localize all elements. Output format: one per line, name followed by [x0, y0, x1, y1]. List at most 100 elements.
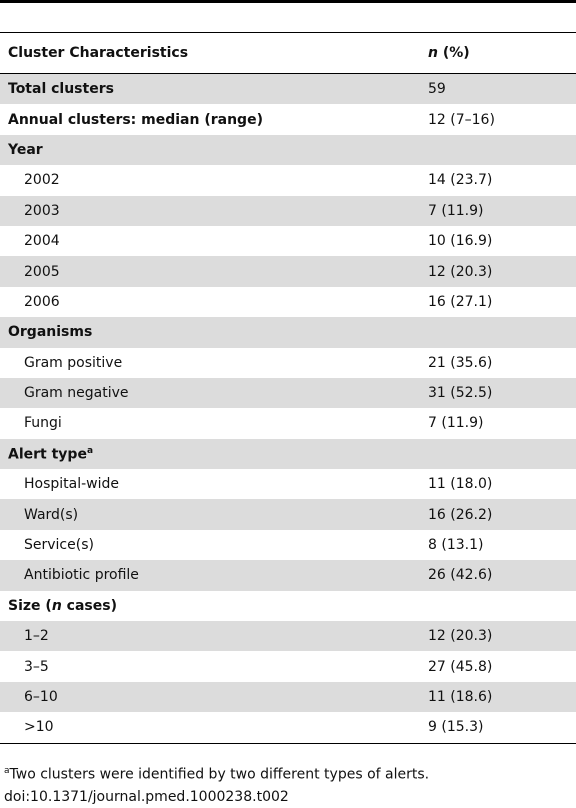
table-row: 2006 16 (27.1) — [0, 287, 576, 317]
row-value: 31 (52.5) — [428, 385, 493, 402]
header-cell: Cluster Characteristics — [8, 45, 188, 61]
row-label: 1–2 — [24, 628, 49, 644]
text-segment: Service(s) — [24, 537, 94, 554]
text-segment: 1–2 — [24, 628, 49, 645]
text-segment: Cluster Characteristics — [8, 45, 189, 61]
text-segment: Alert type — [8, 446, 87, 463]
text-segment: (%) — [437, 45, 470, 61]
top-rule — [0, 0, 576, 3]
row-value: 27 (45.8) — [428, 658, 493, 675]
row-value: 12 (20.3) — [428, 628, 493, 645]
row-label: Organisms — [8, 324, 92, 340]
table-row: 2002 14 (23.7) — [0, 165, 576, 195]
text-segment: Organisms — [8, 324, 93, 341]
notes: aTwo clusters were identified by two dif… — [4, 760, 429, 808]
text-segment: Fungi — [24, 415, 62, 432]
table-row: 1–2 12 (20.3) — [0, 621, 576, 652]
row-label: Service(s) — [24, 537, 94, 553]
row-label: Fungi — [24, 415, 62, 431]
row-label: 3–5 — [24, 659, 49, 675]
row-label: Antibiotic profile — [24, 567, 139, 583]
table: Cluster Characteristics n (%) Total cluste… — [0, 32, 576, 744]
text-segment: n — [428, 45, 438, 61]
text-segment: Year — [8, 141, 43, 158]
row-label: 2006 — [24, 294, 60, 310]
row-value: 59 — [428, 81, 446, 98]
table-row: Hospital-wide 11 (18.0) — [0, 469, 576, 499]
row-label: 2004 — [24, 233, 60, 249]
row-value: 16 (26.2) — [428, 506, 493, 523]
table-row: Gram negative 31 (52.5) — [0, 377, 576, 409]
row-label: 2005 — [24, 264, 60, 280]
row-value: 10 (16.9) — [428, 233, 493, 250]
text-segment: Ward(s) — [24, 506, 79, 523]
table-row: 6–10 11 (18.6) — [0, 681, 576, 713]
text-segment: Annual clusters: median (range) — [8, 111, 263, 128]
table-row: Organisms — [0, 317, 576, 348]
table-row: Ward(s) 16 (26.2) — [0, 499, 576, 530]
text-segment: Total clusters — [8, 81, 114, 98]
text-segment: n — [51, 597, 62, 614]
table-row: Service(s) 8 (13.1) — [0, 530, 576, 560]
row-label: Size (n cases) — [8, 598, 117, 614]
row-label: Ward(s) — [24, 507, 78, 523]
row-value: 21 (35.6) — [428, 354, 493, 371]
row-value: 16 (27.1) — [428, 293, 493, 310]
table-row: 2003 7 (11.9) — [0, 195, 576, 226]
row-value: 14 (23.7) — [428, 172, 493, 189]
text-segment: 6–10 — [24, 689, 58, 705]
text-segment: 2005 — [24, 263, 60, 280]
table-row: Total clusters 59 — [0, 74, 576, 105]
header-cell: n (%) — [428, 45, 470, 61]
row-value: 11 (18.6) — [428, 689, 493, 705]
row-label: Total clusters — [8, 81, 114, 97]
row-value: 12 (20.3) — [428, 263, 493, 280]
row-label: 2002 — [24, 172, 60, 188]
text-segment: Hospital-wide — [24, 476, 120, 493]
table-row: 3–5 27 (45.8) — [0, 651, 576, 681]
text-segment: Gram positive — [24, 354, 123, 371]
text-segment: Size ( — [8, 597, 52, 614]
row-value: 9 (15.3) — [428, 719, 484, 736]
table-row: Size (n cases) — [0, 591, 576, 621]
text-segment: Gram negative — [24, 385, 129, 402]
row-value: 12 (7–16) — [428, 111, 495, 128]
row-value: 7 (11.9) — [428, 415, 484, 432]
row-label: 6–10 — [24, 689, 58, 705]
table-row: Annual clusters: median (range) 12 (7–16) — [0, 104, 576, 134]
table-row: >10 9 (15.3) — [0, 712, 576, 742]
doi: doi:10.1371/journal.pmed.1000238.t002 — [4, 788, 289, 805]
text-segment: 3–5 — [24, 658, 49, 675]
text-segment: Two clusters were identified by two diff… — [9, 766, 430, 783]
text-segment: a — [4, 766, 10, 776]
row-label: 2003 — [24, 203, 60, 219]
row-label: Annual clusters: median (range) — [8, 112, 263, 128]
row-label: >10 — [24, 719, 54, 735]
text-segment: 2004 — [24, 233, 60, 250]
row-label: Hospital-wide — [24, 476, 119, 492]
header-row: Cluster Characteristics n (%) — [0, 33, 576, 74]
text-segment: cases) — [61, 597, 117, 614]
text-segment: 2003 — [24, 202, 60, 219]
text-segment: 2006 — [24, 293, 60, 310]
row-value: 26 (42.6) — [428, 567, 493, 584]
text-segment: Antibiotic profile — [24, 567, 139, 584]
table-row: Gram positive 21 (35.6) — [0, 348, 576, 378]
text-segment: a — [86, 445, 94, 456]
row-label: Gram positive — [24, 355, 122, 371]
table-row: Alert typea — [0, 438, 576, 470]
table-row: Fungi 7 (11.9) — [0, 408, 576, 438]
table-row: Antibiotic profile 26 (42.6) — [0, 560, 576, 591]
row-label: Year — [8, 142, 43, 158]
row-label: Gram negative — [24, 385, 129, 401]
row-value: 11 (18.0) — [428, 476, 493, 493]
table-row: 2004 10 (16.9) — [0, 226, 576, 256]
table-row: Year — [0, 134, 576, 166]
text-segment: 2002 — [24, 172, 60, 189]
row-value: 7 (11.9) — [428, 202, 484, 219]
table-row: 2005 12 (20.3) — [0, 256, 576, 287]
footnote: aTwo clusters were identified by two dif… — [4, 760, 429, 786]
text-segment: >10 — [24, 719, 54, 736]
row-value: 8 (13.1) — [428, 537, 484, 554]
